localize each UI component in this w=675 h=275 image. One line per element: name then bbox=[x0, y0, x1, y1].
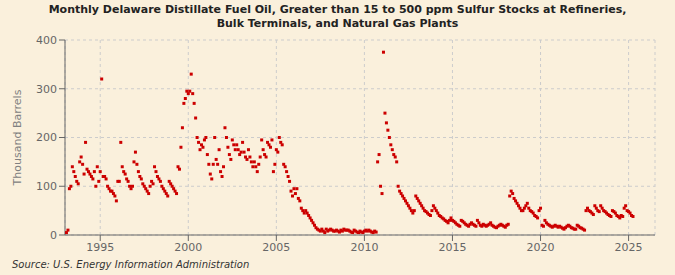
svg-text:100: 100 bbox=[36, 180, 57, 193]
svg-text:0: 0 bbox=[50, 229, 57, 242]
svg-text:2015: 2015 bbox=[438, 241, 466, 254]
svg-text:1995: 1995 bbox=[86, 241, 114, 254]
svg-text:200: 200 bbox=[36, 131, 57, 144]
html-text:Monthly Delaware Distillate Fu: Monthly Delaware Distillate Fuel Oil, Gr… bbox=[48, 3, 627, 16]
svg-text:2020: 2020 bbox=[527, 241, 555, 254]
svg-text:2025: 2025 bbox=[615, 241, 643, 254]
svg-text:2000: 2000 bbox=[174, 241, 202, 254]
svg-text:300: 300 bbox=[36, 83, 57, 96]
svg-text:2005: 2005 bbox=[262, 241, 290, 254]
svg-text:400: 400 bbox=[36, 34, 57, 47]
html-text:Bulk Terminals, and Natural Ga: Bulk Terminals, and Natural Gas Plants bbox=[216, 17, 459, 30]
svg-text:Thousand Barrels: Thousand Barrels bbox=[11, 89, 24, 186]
html-text:Source: U.S. Energy Informatio: Source: U.S. Energy Information Administ… bbox=[12, 259, 250, 270]
svg-text:2010: 2010 bbox=[350, 241, 378, 254]
